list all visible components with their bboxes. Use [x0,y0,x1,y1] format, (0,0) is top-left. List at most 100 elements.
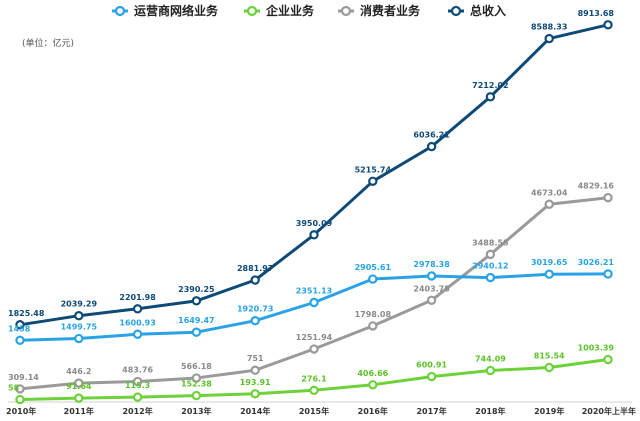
legend-item-2[interactable]: 消费者业务 [338,3,421,18]
x-tick-label: 2012年 [122,406,152,416]
legend-marker-2 [340,5,352,17]
data-point[interactable] [250,389,260,399]
data-point[interactable] [309,385,319,396]
data-point[interactable] [132,392,143,402]
data-point[interactable] [368,274,378,284]
data-point[interactable] [191,373,202,383]
series-3 [15,20,613,330]
data-point[interactable] [426,295,437,305]
data-point[interactable] [603,269,613,279]
data-label: 1920.73 [237,305,273,314]
data-label: 7212.02 [472,81,508,90]
data-point[interactable] [603,192,613,203]
x-tick-label: 2017年 [416,406,446,416]
data-point[interactable] [15,335,25,346]
data-point[interactable] [74,333,84,344]
legend-marker-3 [450,5,462,17]
data-label: 2390.25 [178,285,215,294]
data-point[interactable] [250,316,260,326]
legend-marker-0 [114,5,126,17]
data-point[interactable] [132,376,143,387]
legend-label-1: 企业业务 [265,3,315,18]
data-point[interactable] [426,271,437,281]
data-point[interactable] [485,272,496,283]
data-point[interactable] [544,269,554,279]
data-label: 406.66 [357,369,388,378]
data-point[interactable] [191,296,202,306]
data-label: 2351.13 [296,287,332,296]
data-label: 2905.61 [355,263,392,272]
data-label: 2940.12 [472,262,508,271]
data-label: 8913.68 [578,9,615,18]
data-point[interactable] [191,327,202,337]
data-label: 1003.39 [578,344,615,353]
legend: 运营商网络业务 企业业务 消费者业务 总收入 [112,3,506,18]
x-axis-ticks: 2010年 2011年 2012年 2013年 2014年 2015年 2016年 2017年… [6,406,636,416]
unit-label: (单位：亿元) [22,37,74,49]
x-tick-label: 2010年 [6,406,36,416]
data-label: 3950.09 [296,219,333,228]
legend-item-3[interactable]: 总收入 [448,3,506,18]
data-label: 600.91 [416,361,447,370]
data-point[interactable] [368,321,378,331]
data-label: 276.1 [301,374,327,383]
data-point[interactable] [132,329,143,339]
data-point[interactable] [544,362,554,373]
data-point[interactable] [132,304,143,314]
legend-item-1[interactable]: 企业业务 [244,3,315,18]
legend-label-0: 运营商网络业务 [134,3,219,18]
legend-label-2: 消费者业务 [360,3,421,18]
data-label: 1825.48 [8,309,45,318]
data-point[interactable] [485,92,496,102]
data-label: 4829.16 [578,182,615,191]
x-tick-label: 2014年 [240,406,270,416]
data-point[interactable] [485,365,496,376]
data-point[interactable] [309,230,319,240]
data-point[interactable] [368,380,378,390]
data-point[interactable] [74,311,84,321]
data-point[interactable] [15,384,25,394]
data-label: 5215.74 [355,165,392,174]
data-point[interactable] [74,378,84,388]
data-label: 152.38 [181,380,212,389]
data-point[interactable] [368,176,378,186]
data-labels-layer: 1458 1499.75 1600.93 1649.47 1920.73 2351.13 2… [8,9,614,393]
data-point[interactable] [309,344,319,354]
legend-marker-1 [246,5,258,17]
data-label: 193.91 [240,378,271,387]
data-point[interactable] [15,394,25,405]
data-label: 3019.65 [531,258,568,267]
data-point[interactable] [544,199,554,209]
x-tick-label: 2020年上半年 [582,406,636,416]
data-point[interactable] [603,354,613,365]
x-tick-label: 2019年 [534,406,564,416]
data-label: 1499.75 [61,323,98,332]
data-label: 815.54 [534,351,565,360]
series-line-3 [18,23,610,327]
data-point[interactable] [426,371,437,382]
data-label: 8588.33 [531,23,567,32]
data-label: 91.64 [66,382,92,391]
x-tick-label: 2015年 [299,406,329,416]
data-point[interactable] [15,320,25,330]
data-point[interactable] [250,365,260,375]
data-label: 2978.38 [413,260,450,269]
data-label: 3026.21 [578,258,615,267]
data-point[interactable] [485,249,496,260]
data-point[interactable] [191,390,202,401]
data-point[interactable] [250,275,260,285]
legend-label-3: 总收入 [470,3,506,18]
legend-item-0[interactable]: 运营商网络业务 [112,3,219,18]
series-1 [15,354,613,405]
data-point[interactable] [544,33,554,44]
data-point[interactable] [603,20,613,30]
data-label: 1600.93 [119,318,155,327]
data-label: 1798.08 [355,310,392,319]
data-label: 309.14 [8,373,39,382]
x-tick-label: 2018年 [475,406,505,416]
data-point[interactable] [74,393,84,403]
data-point[interactable] [309,297,319,308]
data-point[interactable] [426,141,437,152]
